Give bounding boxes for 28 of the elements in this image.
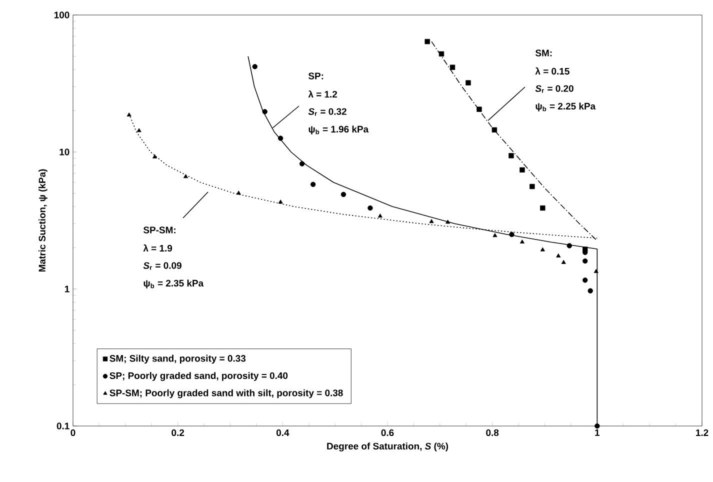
- x-tick-label: 0.4: [276, 429, 290, 436]
- y-axis-title: Matric Suction, ψ (kPa): [38, 169, 48, 272]
- legend-label: SM; Silty sand, porosity = 0.33: [110, 354, 246, 364]
- legend-label: SP; Poorly graded sand, porosity = 0.40: [110, 372, 288, 381]
- x-tick-label: 1.2: [696, 429, 708, 436]
- x-tick-label: 1: [595, 429, 600, 436]
- annotation: ψ$_{b}$ = 2.25 kPa: [536, 102, 596, 112]
- annotation: SP:: [308, 72, 324, 80]
- annotation: λ = 1.2: [308, 90, 338, 98]
- annotation: SP-SM:: [143, 226, 176, 234]
- annotation: ψ$_{b}$ = 1.96 kPa: [308, 126, 369, 134]
- legend-label: SP-SM; Poorly graded sand with silt, porosity = 0.38: [110, 389, 343, 398]
- x-tick-label: 0: [70, 429, 76, 436]
- y-tick-label: 0.1: [56, 422, 70, 430]
- y-tick-label: 100: [54, 12, 70, 18]
- y-tick-label: 10: [60, 148, 70, 156]
- y-tick-label: 1: [64, 286, 70, 292]
- annotation: S$_{r}$ = 0.20: [535, 85, 574, 93]
- annotation: ψ$_{b}$ = 2.35 kPa: [144, 280, 204, 288]
- x-tick-label: 0.2: [172, 429, 184, 436]
- x-tick-label: 0.6: [381, 429, 394, 436]
- x-tick-label: 0.8: [486, 429, 499, 436]
- x-axis-title: Degree of Saturation, S (%): [327, 442, 448, 452]
- annotation: S$_{r}$ = 0.09: [143, 262, 182, 270]
- annotation: S$_{r}$ = 0.32: [308, 108, 346, 116]
- annotation: λ = 1.9: [143, 244, 172, 252]
- annotation: SM:: [535, 50, 552, 56]
- annotation: λ = 0.15: [535, 67, 570, 75]
